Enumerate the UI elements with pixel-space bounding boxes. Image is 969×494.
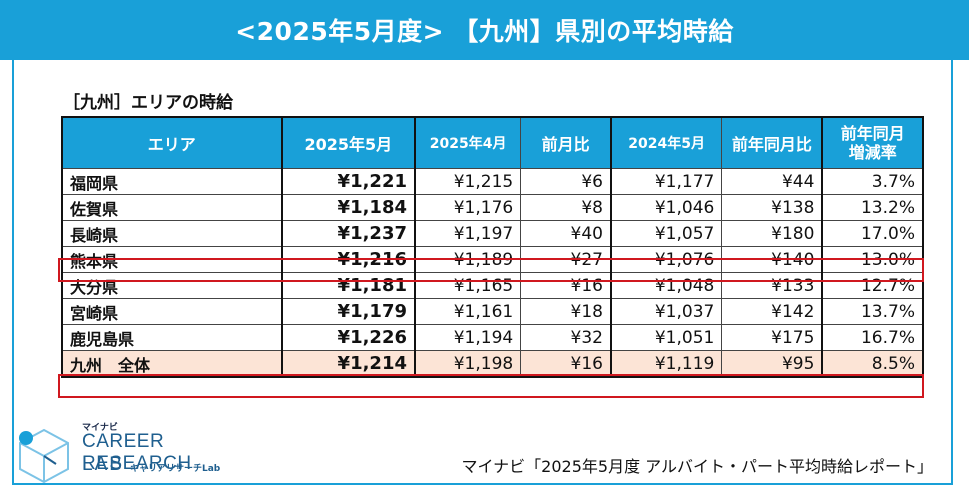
cell-area: 長崎県 xyxy=(61,220,283,247)
cell-may-2024: ¥1,057 xyxy=(610,220,723,247)
cell-apr-2025: ¥1,197 xyxy=(414,220,522,247)
cell-yoy-rate: 8.5% xyxy=(821,350,924,378)
source-note: マイナビ「2025年5月度 アルバイト・パート平均時給レポート」 xyxy=(461,457,933,476)
cell-may-2025: ¥1,237 xyxy=(281,220,417,247)
cell-may-2025: ¥1,214 xyxy=(281,350,417,378)
career-research-lab-logo: マイナビ CAREER RESEARCH LAB キャリアリサーチLab xyxy=(12,420,252,484)
cell-mom: ¥40 xyxy=(520,220,613,247)
col-header-area: エリア xyxy=(61,116,283,169)
logo-brand-small: マイナビ xyxy=(82,423,118,433)
cell-apr-2025: ¥1,215 xyxy=(414,168,522,195)
table-row: 佐賀県 ¥1,184 ¥1,176 ¥8 ¥1,046 ¥138 13.2% xyxy=(61,194,924,221)
cell-mom: ¥16 xyxy=(520,350,613,378)
cell-yoy-rate: 13.7% xyxy=(821,298,924,325)
col-header-may-2024: 2024年5月 xyxy=(610,116,723,169)
table-row: 福岡県 ¥1,221 ¥1,215 ¥6 ¥1,177 ¥44 3.7% xyxy=(61,168,924,195)
col-header-may-2025: 2025年5月 xyxy=(281,116,417,169)
logo-brand-lab: LAB xyxy=(82,454,124,475)
table-header-row: エリア 2025年5月 2025年4月 前月比 2024年5月 前年同月比 前年… xyxy=(61,116,924,169)
cell-mom: ¥8 xyxy=(520,194,613,221)
table-row: 長崎県 ¥1,237 ¥1,197 ¥40 ¥1,057 ¥180 17.0% xyxy=(61,220,924,247)
cell-yoy: ¥44 xyxy=(721,168,823,195)
col-header-yoy-rate: 前年同月 増減率 xyxy=(821,116,924,169)
table-row-total: 九州 全体 ¥1,214 ¥1,198 ¥16 ¥1,119 ¥95 8.5% xyxy=(61,350,924,378)
cell-mom: ¥16 xyxy=(520,272,613,299)
table-subtitle: ［九州］エリアの時給 xyxy=(63,93,233,113)
cube-logo-icon xyxy=(19,428,69,484)
cell-may-2024: ¥1,048 xyxy=(610,272,723,299)
cell-may-2025: ¥1,184 xyxy=(281,194,417,221)
cell-apr-2025: ¥1,165 xyxy=(414,272,522,299)
cell-may-2025: ¥1,216 xyxy=(281,246,417,273)
table-row: 大分県 ¥1,181 ¥1,165 ¥16 ¥1,048 ¥133 12.7% xyxy=(61,272,924,299)
cell-area: 熊本県 xyxy=(61,246,283,273)
cell-apr-2025: ¥1,198 xyxy=(414,350,522,378)
cell-yoy: ¥133 xyxy=(721,272,823,299)
cell-may-2024: ¥1,076 xyxy=(610,246,723,273)
cell-area: 大分県 xyxy=(61,272,283,299)
cell-mom: ¥32 xyxy=(520,324,613,351)
cell-may-2025: ¥1,181 xyxy=(281,272,417,299)
content-frame xyxy=(12,60,953,485)
logo-brand-main: CAREER RESEARCH xyxy=(82,431,192,474)
cell-area: 鹿児島県 xyxy=(61,324,283,351)
cell-may-2024: ¥1,051 xyxy=(610,324,723,351)
cell-yoy: ¥175 xyxy=(721,324,823,351)
cell-may-2025: ¥1,221 xyxy=(281,168,417,195)
cell-apr-2025: ¥1,194 xyxy=(414,324,522,351)
cell-area: 佐賀県 xyxy=(61,194,283,221)
cell-yoy: ¥140 xyxy=(721,246,823,273)
col-header-yoy: 前年同月比 xyxy=(721,116,823,169)
cell-yoy: ¥138 xyxy=(721,194,823,221)
cell-area: 福岡県 xyxy=(61,168,283,195)
cell-may-2024: ¥1,046 xyxy=(610,194,723,221)
cell-yoy-rate: 17.0% xyxy=(821,220,924,247)
logo-brand-sub: キャリアリサーチLab xyxy=(130,464,221,474)
cell-yoy-rate: 13.2% xyxy=(821,194,924,221)
cell-area: 九州 全体 xyxy=(61,350,283,378)
cell-yoy-rate: 12.7% xyxy=(821,272,924,299)
table-row: 熊本県 ¥1,216 ¥1,189 ¥27 ¥1,076 ¥140 13.0% xyxy=(61,246,924,273)
cell-apr-2025: ¥1,176 xyxy=(414,194,522,221)
cell-area: 宮崎県 xyxy=(61,298,283,325)
cell-may-2025: ¥1,226 xyxy=(281,324,417,351)
cell-yoy: ¥95 xyxy=(721,350,823,378)
cell-apr-2025: ¥1,189 xyxy=(414,246,522,273)
cell-may-2024: ¥1,177 xyxy=(610,168,723,195)
table-row: 宮崎県 ¥1,179 ¥1,161 ¥18 ¥1,037 ¥142 13.7% xyxy=(61,298,924,325)
cell-may-2025: ¥1,179 xyxy=(281,298,417,325)
col-header-mom: 前月比 xyxy=(520,116,613,169)
cell-yoy: ¥180 xyxy=(721,220,823,247)
cell-yoy-rate: 16.7% xyxy=(821,324,924,351)
cell-apr-2025: ¥1,161 xyxy=(414,298,522,325)
cell-yoy-rate: 13.0% xyxy=(821,246,924,273)
cell-may-2024: ¥1,119 xyxy=(610,350,723,378)
wage-table: エリア 2025年5月 2025年4月 前月比 2024年5月 前年同月比 前年… xyxy=(61,116,924,378)
cell-mom: ¥18 xyxy=(520,298,613,325)
cell-mom: ¥6 xyxy=(520,168,613,195)
page-title: <2025年5月度> 【九州】県別の平均時給 xyxy=(0,0,969,60)
cell-may-2024: ¥1,037 xyxy=(610,298,723,325)
cell-yoy-rate: 3.7% xyxy=(821,168,924,195)
table-row: 鹿児島県 ¥1,226 ¥1,194 ¥32 ¥1,051 ¥175 16.7% xyxy=(61,324,924,351)
cell-mom: ¥27 xyxy=(520,246,613,273)
col-header-apr-2025: 2025年4月 xyxy=(414,116,522,169)
cell-yoy: ¥142 xyxy=(721,298,823,325)
